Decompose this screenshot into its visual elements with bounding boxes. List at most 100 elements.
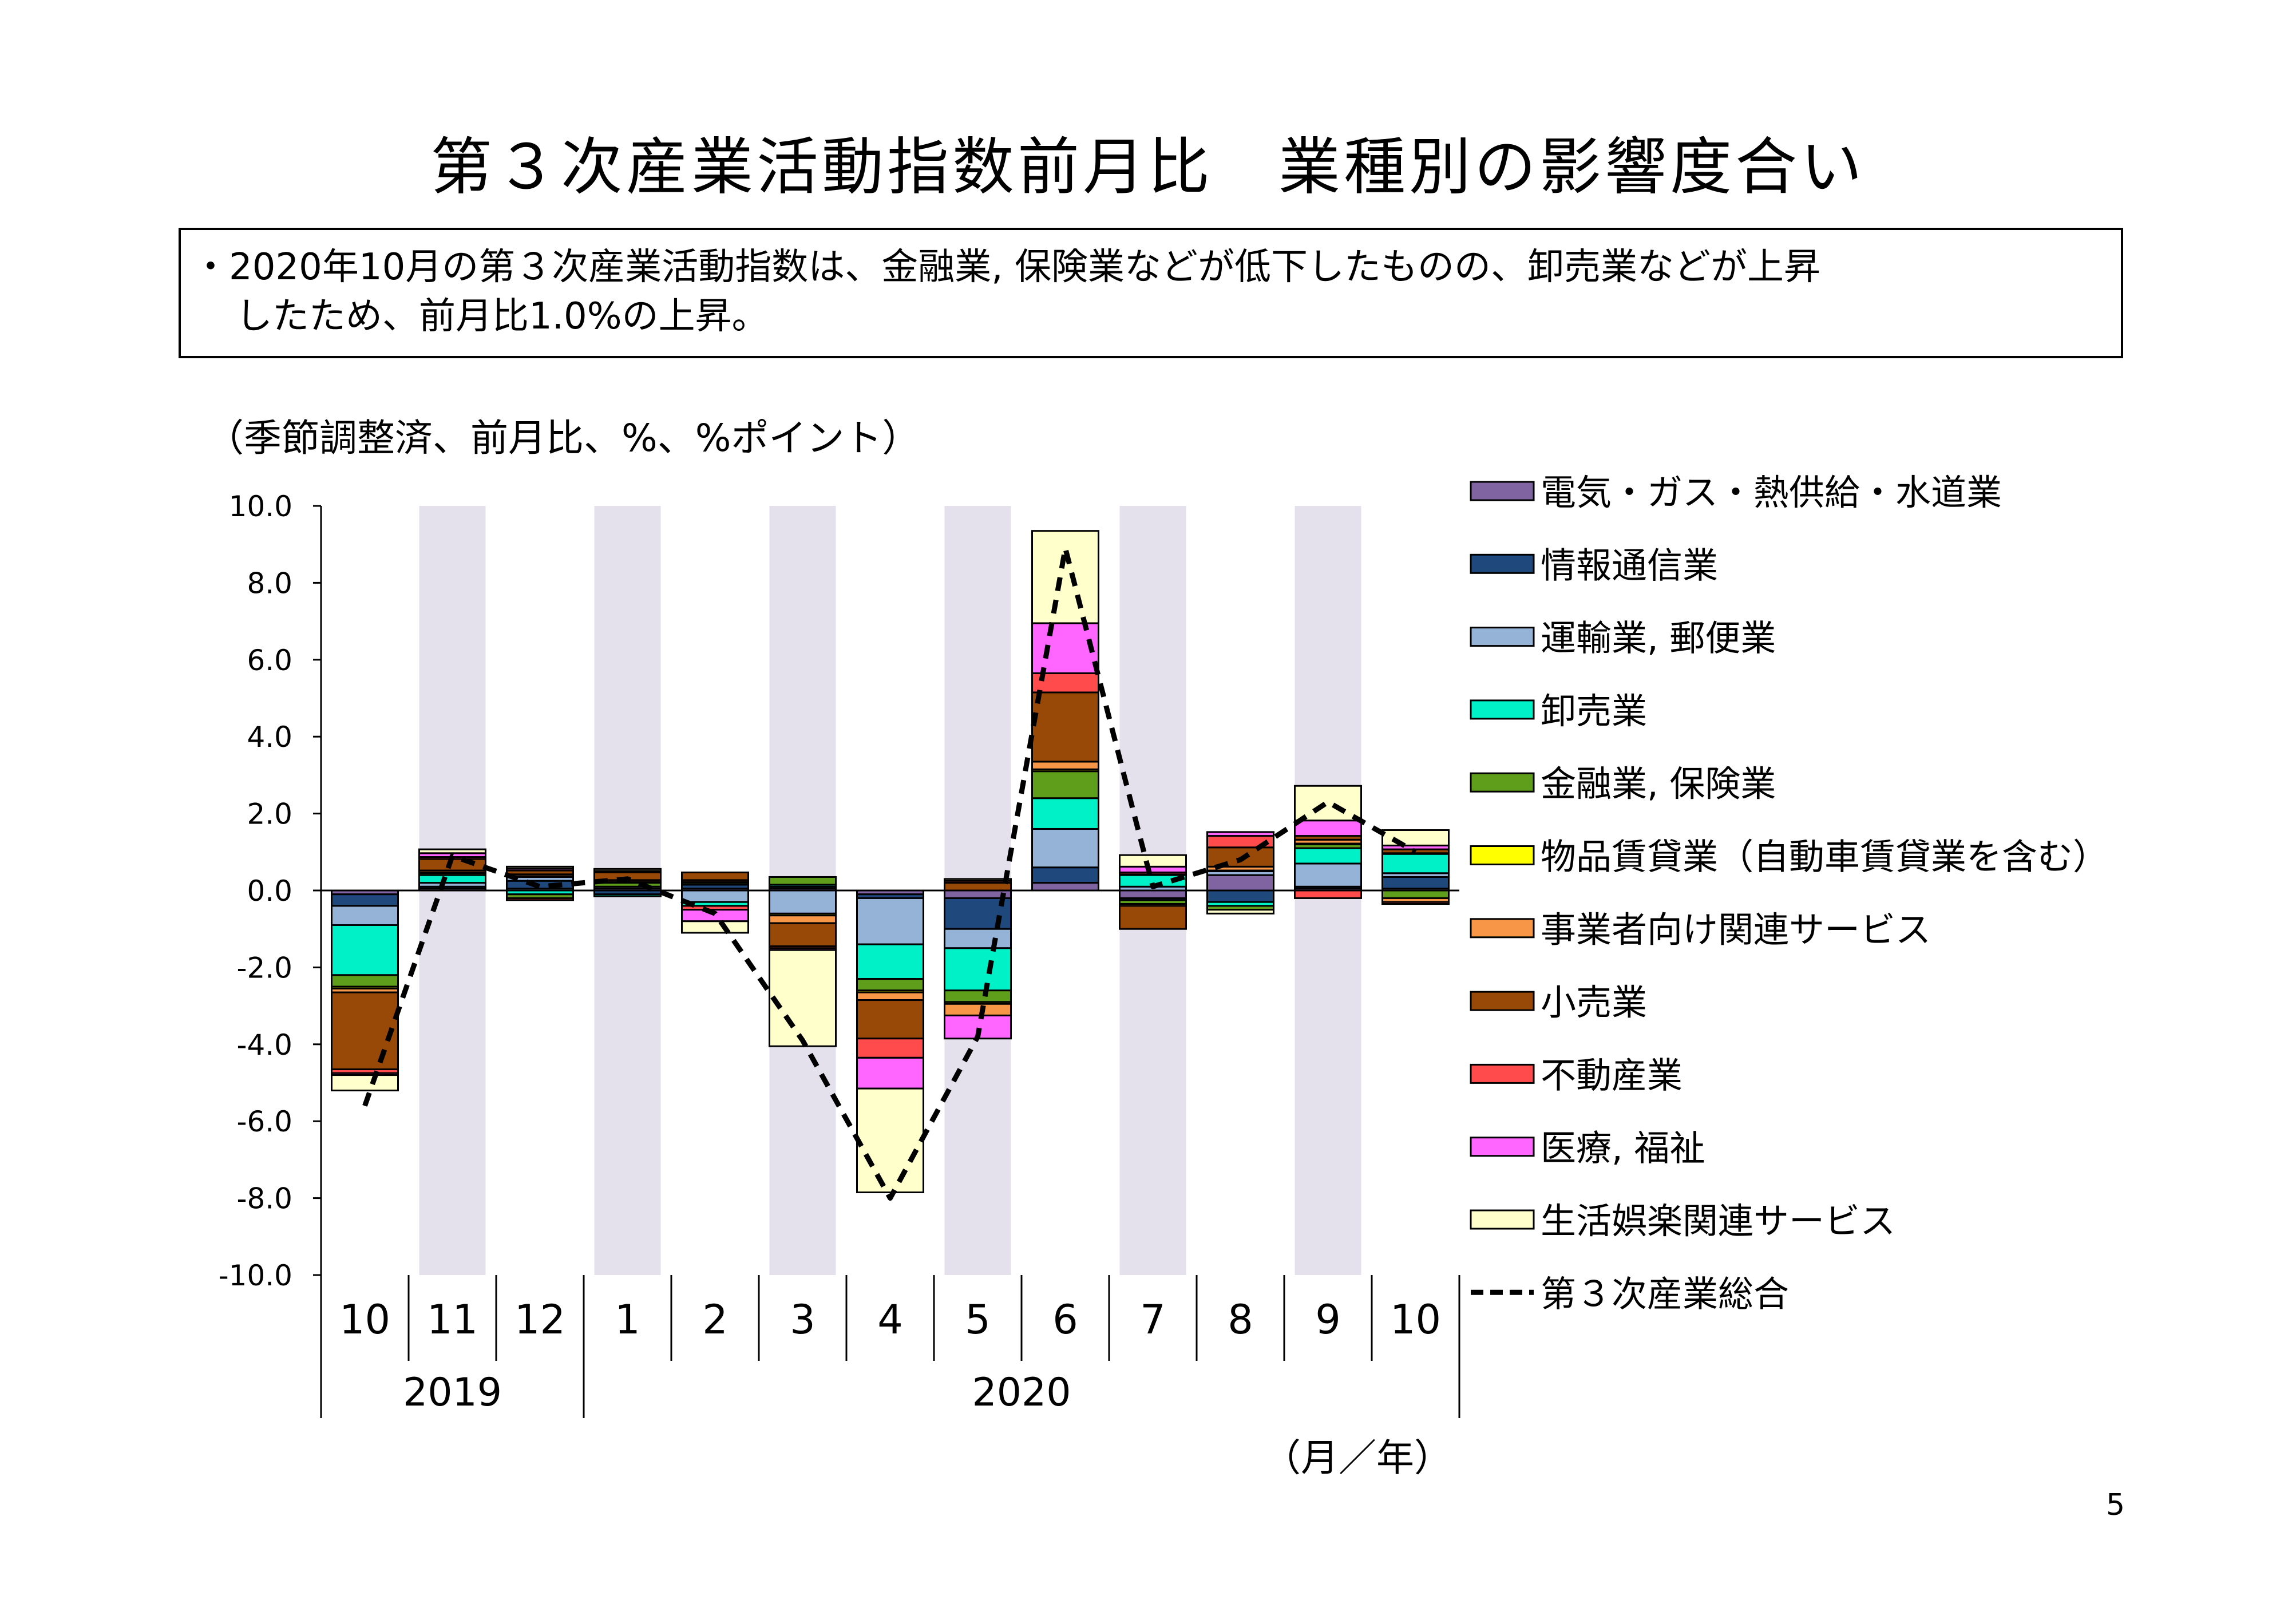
y-tick-label: -2.0 — [236, 951, 292, 984]
bar-segment — [769, 915, 837, 924]
x-tick-label: 5 — [965, 1296, 991, 1343]
legend-swatch — [1470, 991, 1535, 1011]
legend-label: 医療, 福祉 — [1541, 1127, 1705, 1169]
bar-segment — [1294, 820, 1362, 837]
bar-segment — [1031, 882, 1099, 892]
x-tick-label: 8 — [1228, 1296, 1253, 1343]
legend-swatch — [1470, 918, 1535, 939]
y-tick-label: 0.0 — [247, 874, 292, 908]
bar-segment — [1206, 874, 1274, 892]
y-tick-label: 2.0 — [247, 798, 292, 831]
bar-segment — [856, 943, 924, 980]
bar-segment — [506, 897, 574, 901]
bar-segment — [681, 920, 749, 934]
bar-segment — [856, 1087, 924, 1194]
legend-label: 情報通信業 — [1541, 544, 1718, 586]
bar-segment — [944, 947, 1012, 992]
bar-segment — [1031, 530, 1099, 624]
y-tick-label: 8.0 — [247, 567, 292, 600]
y-tick-label: -6.0 — [236, 1105, 292, 1138]
x-tick-label: 3 — [790, 1296, 816, 1343]
legend-swatch — [1470, 627, 1535, 647]
bar-segment — [1119, 905, 1187, 930]
y-tick-label: -4.0 — [236, 1028, 292, 1062]
bar-segment — [1381, 889, 1450, 899]
bar-segment — [1031, 691, 1099, 763]
x-tick-label: 6 — [1052, 1296, 1078, 1343]
legend-swatch — [1470, 772, 1535, 793]
y-tick-label: -8.0 — [236, 1182, 292, 1216]
legend-swatch — [1470, 1209, 1535, 1230]
bar-segment — [331, 974, 399, 988]
legend-swatch — [1470, 553, 1535, 574]
bars — [331, 530, 1450, 1194]
legend-swatch — [1470, 1137, 1535, 1157]
legend-swatch — [1470, 481, 1535, 501]
x-tick-label: 11 — [427, 1296, 478, 1343]
bar-segment — [769, 889, 837, 915]
bar-segment — [1119, 865, 1187, 873]
bar-segment — [944, 882, 1012, 892]
x-tick-label: 9 — [1315, 1296, 1341, 1343]
bar-segment — [506, 865, 574, 870]
bar-segment — [944, 878, 1012, 882]
legend-label: 小売業 — [1541, 981, 1647, 1023]
bar-segment — [1381, 901, 1450, 905]
bar-segment — [1294, 889, 1362, 899]
legend-label: 卸売業 — [1541, 690, 1647, 732]
legend-label: 運輸業, 郵便業 — [1541, 617, 1776, 659]
bar-segment — [856, 991, 924, 1001]
legend-swatch — [1470, 699, 1535, 720]
year-label: 2020 — [972, 1370, 1071, 1415]
page-title: 第３次産業活動指数前月比 業種別の影響度合い — [430, 132, 1866, 203]
bar-segment — [1294, 847, 1362, 865]
bar-segment — [418, 874, 486, 884]
bar-segment — [593, 868, 662, 872]
year-label: 2019 — [403, 1370, 502, 1415]
bar-segment — [769, 949, 837, 1047]
x-axis-unit: （月／年） — [1263, 1436, 1452, 1480]
bar-segment — [331, 924, 399, 976]
bar-segment — [1206, 846, 1274, 868]
bar-segment — [1206, 831, 1274, 837]
bar-segment — [1206, 889, 1274, 903]
bar-segment — [1119, 854, 1187, 868]
bar-segment — [331, 905, 399, 926]
bar-segment — [1031, 770, 1099, 799]
bar-segment — [769, 876, 837, 886]
y-tick-label: 4.0 — [247, 721, 292, 754]
x-tick-label: 12 — [514, 1296, 565, 1343]
bar-segment — [331, 1074, 399, 1091]
bar-segment — [769, 922, 837, 947]
total-line — [362, 545, 1417, 1201]
bar-segment — [1381, 853, 1450, 874]
bar-segment — [944, 1003, 1012, 1016]
x-tick-label: 4 — [877, 1296, 903, 1343]
bar-segment — [944, 989, 1012, 1003]
axes: 10.0 8.0 6.0 4.0 2.0 0.0 -2.0 -4.0 -6.0 -8.0 -10.0 — [219, 490, 1459, 1292]
summary-line-1: ・2020年10月の第３次産業活動指数は、金融業, 保険業などが低下したものの、… — [192, 246, 1820, 288]
legend-label-total: 第３次産業総合 — [1541, 1273, 1789, 1315]
bar-segment — [418, 848, 486, 854]
bar-segment — [1031, 797, 1099, 830]
x-tick-label: 2 — [702, 1296, 728, 1343]
bar-segment — [1206, 909, 1274, 915]
bar-segment — [856, 999, 924, 1040]
bar-segment — [856, 897, 924, 945]
bar-segment — [1031, 828, 1099, 869]
bar-segment — [1381, 829, 1450, 846]
bar-segment — [331, 893, 399, 907]
legend-label: 事業者向け関連サービス — [1541, 909, 1931, 951]
x-tick-label: 10 — [1390, 1296, 1441, 1343]
y-tick-label: -10.0 — [219, 1259, 292, 1292]
legend-label: 金融業, 保険業 — [1541, 763, 1776, 805]
bar-segment — [944, 928, 1012, 949]
x-tick-label: 10 — [339, 1296, 390, 1343]
bar-segment — [1381, 876, 1450, 890]
summary-line-2: したため、前月比1.0%の上昇。 — [236, 295, 769, 338]
legend-swatch — [1470, 845, 1535, 865]
page-number: 5 — [2106, 1488, 2125, 1522]
summary-box: ・2020年10月の第３次産業活動指数は、金融業, 保険業などが低下したものの、… — [179, 228, 2123, 358]
